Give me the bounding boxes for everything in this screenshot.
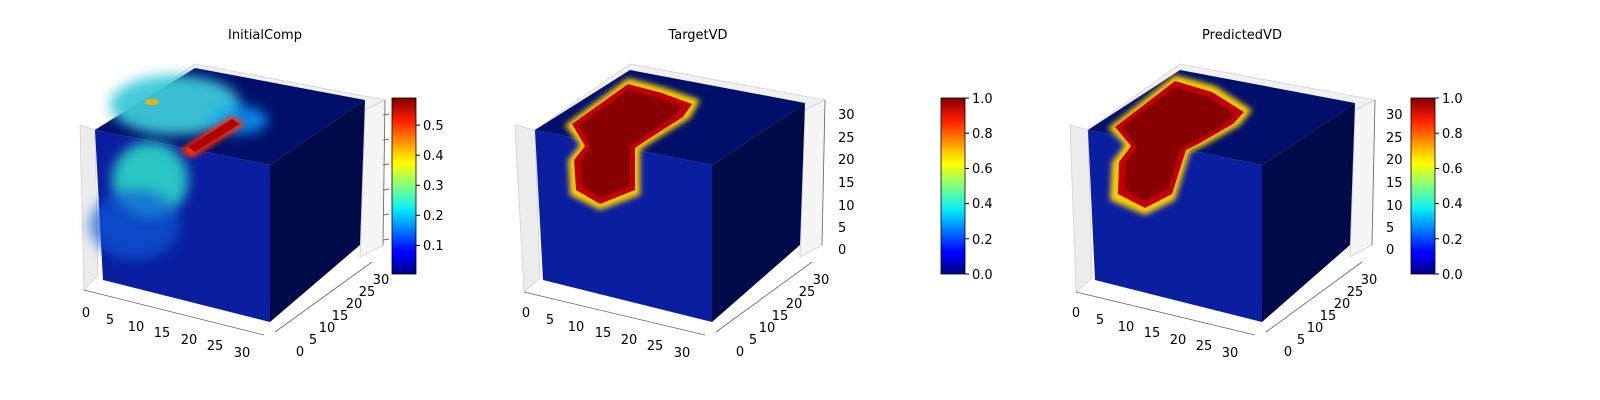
y-tick-label: 20 xyxy=(1334,297,1351,312)
z-tick-label: 5 xyxy=(1386,221,1394,236)
y-tick-label: 5 xyxy=(749,333,757,348)
x-axis: 0 5 10 15 20 25 30 xyxy=(82,289,265,361)
colorbar-tick-label: 0.0 xyxy=(972,268,993,283)
colorbar-gradient xyxy=(391,97,417,275)
colorbar-tick-label: 0.8 xyxy=(972,127,993,142)
chart-title: TargetVD xyxy=(667,28,727,43)
y-tick-label: 30 xyxy=(1361,273,1378,288)
x-tick-label: 10 xyxy=(128,320,145,335)
z-tick-label: 20 xyxy=(838,153,855,168)
y-tick-label: 0 xyxy=(296,345,304,360)
y-tick-label: 25 xyxy=(799,285,816,300)
colorbar-tick-label: 0.4 xyxy=(423,149,444,164)
x-tick-label: 20 xyxy=(181,333,198,348)
z-tick-label: 0 xyxy=(838,243,846,258)
panel-targetvd: TargetVD 0 5 10 15 20 25 30 0 xyxy=(514,28,993,361)
y-axis: 0 5 10 15 20 25 30 xyxy=(1265,261,1378,360)
y-tick-label: 15 xyxy=(332,309,349,324)
colorbar-tick-label: 0.2 xyxy=(423,209,444,224)
colorbar-tick-label: 1.0 xyxy=(972,92,993,107)
colorbar-tick-label: 0.1 xyxy=(423,239,444,254)
z-axis: 0 5 10 15 20 25 30 xyxy=(1371,99,1403,258)
z-tick-label: 20 xyxy=(1386,153,1403,168)
chart-title: PredictedVD xyxy=(1202,28,1282,43)
colorbar-tick-label: 0.3 xyxy=(423,179,444,194)
y-tick-label: 10 xyxy=(1307,321,1324,336)
x-axis: 0 5 10 15 20 25 30 xyxy=(1072,291,1256,361)
y-tick-label: 25 xyxy=(359,285,376,300)
z-tick-label: 15 xyxy=(1386,176,1403,191)
y-tick-label: 5 xyxy=(1297,333,1305,348)
x-tick-label: 25 xyxy=(647,339,664,354)
x-tick-label: 30 xyxy=(674,346,691,361)
panel-initialcomp: InitialComp 0 5 10 15 20 25 xyxy=(79,28,444,361)
x-tick-label: 5 xyxy=(546,313,554,328)
colorbar-tick-label: 1.0 xyxy=(1442,92,1463,107)
x-tick-label: 10 xyxy=(1118,320,1135,335)
x-tick-label: 0 xyxy=(82,306,90,321)
initialcomp-field xyxy=(90,75,268,260)
x-tick-label: 25 xyxy=(207,339,224,354)
y-tick-label: 30 xyxy=(813,273,830,288)
colorbar-tick-label: 0.0 xyxy=(1442,268,1463,283)
colorbar-gradient xyxy=(1410,97,1436,275)
x-tick-label: 5 xyxy=(1096,313,1104,328)
y-tick-label: 20 xyxy=(786,297,803,312)
y-tick-label: 0 xyxy=(1284,345,1292,360)
panel-predictedvd: PredictedVD 0 5 10 15 20 25 30 xyxy=(1069,28,1463,361)
colorbar-tick-label: 0.2 xyxy=(972,233,993,248)
x-tick-label: 0 xyxy=(1072,306,1080,321)
colorbar: 0.0 0.2 0.4 0.6 0.8 1.0 xyxy=(1410,92,1463,283)
z-tick-label: 10 xyxy=(1386,199,1403,214)
colorbar-tick-label: 0.2 xyxy=(1442,233,1463,248)
y-axis: 0 5 10 15 20 25 30 xyxy=(274,261,390,360)
colorbar-tick-label: 0.4 xyxy=(1442,197,1463,212)
predicted-region xyxy=(1108,75,1252,215)
x-tick-label: 20 xyxy=(1170,333,1187,348)
x-tick-label: 20 xyxy=(621,333,638,348)
x-tick-label: 0 xyxy=(522,306,530,321)
y-tick-label: 30 xyxy=(373,273,390,288)
colorbar-tick-label: 0.8 xyxy=(1442,127,1463,142)
z-tick-label: 30 xyxy=(1386,108,1403,123)
x-tick-label: 15 xyxy=(154,326,171,341)
z-axis xyxy=(382,99,390,246)
y-tick-label: 25 xyxy=(1347,285,1364,300)
x-tick-label: 30 xyxy=(234,346,251,361)
z-tick-label: 25 xyxy=(838,131,855,146)
y-tick-label: 5 xyxy=(309,333,317,348)
colorbar-tick-label: 0.4 xyxy=(972,197,993,212)
target-region xyxy=(565,78,700,210)
colorbar-tick-label: 0.6 xyxy=(972,162,993,177)
colorbar-gradient xyxy=(940,97,966,275)
z-tick-label: 30 xyxy=(838,108,855,123)
colorbar: 0.0 0.2 0.4 0.6 0.8 1.0 xyxy=(940,92,993,283)
x-axis: 0 5 10 15 20 25 30 xyxy=(522,291,706,361)
z-tick-label: 0 xyxy=(1386,243,1394,258)
y-tick-label: 20 xyxy=(346,297,363,312)
colorbar-tick-label: 0.6 xyxy=(1442,162,1463,177)
colorbar-tick-label: 0.5 xyxy=(423,119,444,134)
x-tick-label: 15 xyxy=(595,326,612,341)
x-tick-label: 30 xyxy=(1222,346,1239,361)
x-tick-label: 25 xyxy=(1196,339,1213,354)
x-tick-label: 10 xyxy=(568,320,585,335)
y-tick-label: 10 xyxy=(759,321,776,336)
x-tick-label: 15 xyxy=(1144,326,1161,341)
z-tick-label: 15 xyxy=(838,176,855,191)
chart-title: InitialComp xyxy=(228,28,302,43)
z-axis: 0 5 10 15 20 25 30 xyxy=(821,99,855,258)
y-tick-label: 0 xyxy=(736,345,744,360)
z-tick-label: 10 xyxy=(838,199,855,214)
z-tick-label: 25 xyxy=(1386,131,1403,146)
y-tick-label: 15 xyxy=(1320,309,1337,324)
y-axis: 0 5 10 15 20 25 30 xyxy=(715,261,830,360)
x-tick-label: 5 xyxy=(106,313,114,328)
z-tick-label: 5 xyxy=(838,221,846,236)
colorbar: 0.1 0.2 0.3 0.4 0.5 xyxy=(391,97,444,275)
y-tick-label: 15 xyxy=(772,309,789,324)
y-tick-label: 10 xyxy=(319,321,336,336)
